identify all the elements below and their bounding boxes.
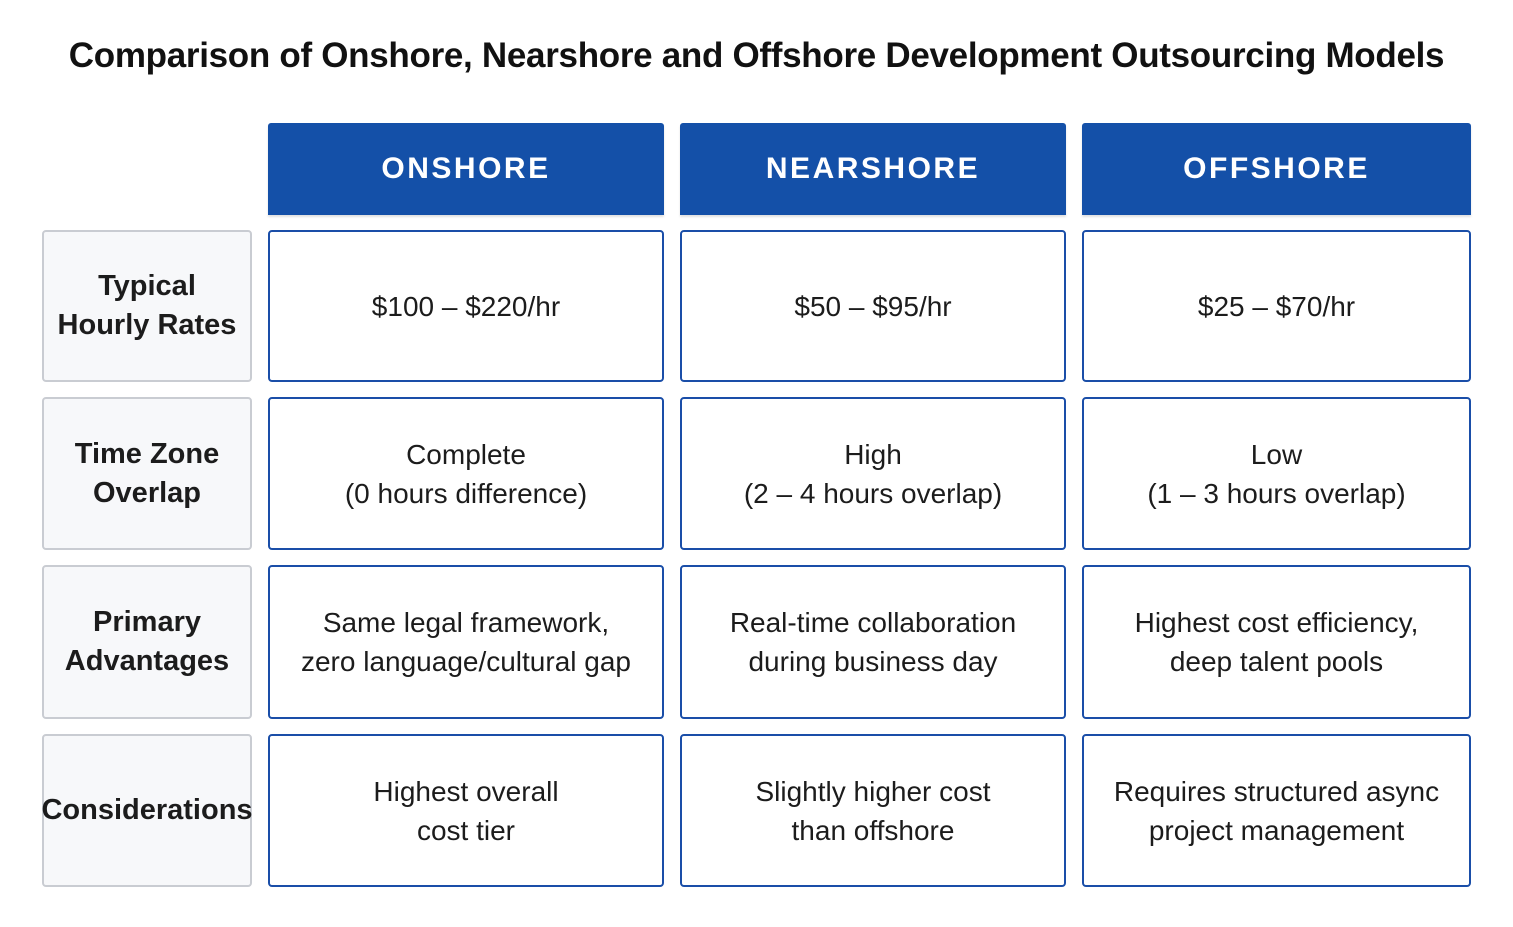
column-header-onshore: ONSHORE — [268, 123, 664, 215]
cell-text: Slightly higher cost than offshore — [755, 775, 991, 846]
row-label-considerations: Considerations — [41, 734, 253, 887]
cell-text: Real-time collaboration during business … — [729, 607, 1017, 677]
cell-text: $50 – $95/hr — [794, 290, 952, 322]
cell-offshore-considerations: Requires structured async project manage… — [1082, 734, 1471, 887]
row-label-time-zone-overlap: Time Zone Overlap — [42, 397, 252, 550]
cell-text: Requires structured async project manage… — [1113, 775, 1440, 846]
cell-onshore-considerations: Highest overall cost tier — [268, 734, 664, 887]
comparison-table: ONSHORE NEARSHORE OFFSHORE Typical Hourl… — [41, 123, 1471, 887]
cell-offshore-hourly-rates: $25 – $70/hr — [1082, 230, 1471, 382]
cell-text: High (2 – 4 hours overlap) — [743, 438, 1003, 509]
row-label-text: Time Zone Overlap — [74, 437, 220, 509]
page-title: Comparison of Onshore, Nearshore and Off… — [68, 36, 1445, 75]
row-label-hourly-rates: Typical Hourly Rates — [42, 230, 252, 382]
cell-offshore-advantages: Highest cost efficiency, deep talent poo… — [1082, 565, 1471, 719]
cell-nearshore-considerations: Slightly higher cost than offshore — [680, 734, 1066, 887]
cell-onshore-time-zone: Complete (0 hours difference) — [268, 397, 664, 550]
cell-text: Low (1 – 3 hours overlap) — [1147, 438, 1406, 509]
cell-onshore-advantages: Same legal framework, zero language/cult… — [268, 565, 664, 719]
cell-offshore-time-zone: Low (1 – 3 hours overlap) — [1082, 397, 1471, 550]
cell-nearshore-hourly-rates: $50 – $95/hr — [680, 230, 1066, 382]
row-label-text: Considerations — [41, 794, 253, 826]
row-label-primary-advantages: Primary Advantages — [42, 565, 252, 719]
cell-text: Same legal framework, zero language/cult… — [300, 607, 631, 677]
cell-text: Highest cost efficiency, deep talent poo… — [1134, 607, 1419, 677]
table-corner — [42, 123, 252, 215]
column-header-nearshore: NEARSHORE — [680, 123, 1066, 215]
cell-text: Complete (0 hours difference) — [344, 438, 588, 509]
cell-onshore-hourly-rates: $100 – $220/hr — [268, 230, 664, 382]
cell-nearshore-time-zone: High (2 – 4 hours overlap) — [680, 397, 1066, 550]
row-label-text: Primary Advantages — [64, 606, 230, 677]
cell-nearshore-advantages: Real-time collaboration during business … — [680, 565, 1066, 719]
cell-text: $25 – $70/hr — [1197, 290, 1356, 322]
cell-text: $100 – $220/hr — [371, 290, 561, 322]
cell-text: Highest overall cost tier — [373, 775, 559, 846]
row-label-text: Typical Hourly Rates — [57, 270, 237, 341]
column-header-offshore: OFFSHORE — [1082, 123, 1471, 215]
